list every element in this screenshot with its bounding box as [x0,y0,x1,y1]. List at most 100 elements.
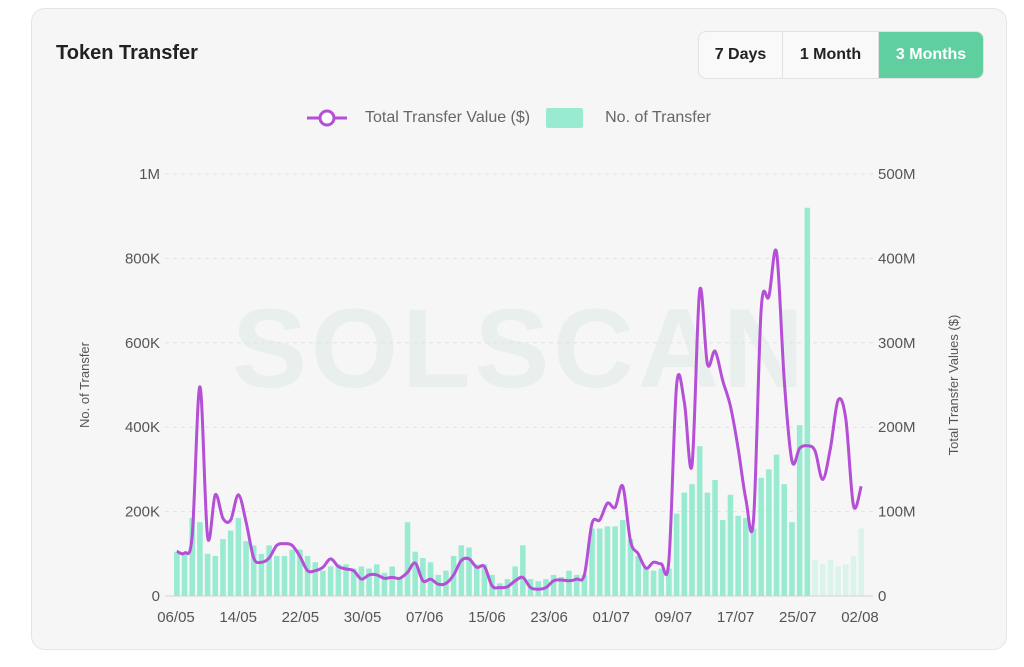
bar[interactable] [366,568,372,596]
bar[interactable] [796,425,803,596]
bar[interactable] [520,545,526,596]
bar[interactable] [573,574,580,596]
bar[interactable] [666,568,672,596]
bar[interactable] [381,572,388,596]
x-tick-label: 06/05 [157,609,195,626]
bar[interactable] [581,574,588,596]
bar[interactable] [596,528,603,596]
bar[interactable] [404,522,411,596]
card-title: Token Transfer [56,42,198,64]
bar[interactable] [727,494,734,596]
bar[interactable] [743,517,749,596]
line-series-transfer-value [176,248,863,591]
bar[interactable] [627,539,634,596]
range-3-months-button[interactable]: 3 Months [879,32,983,78]
bar[interactable] [466,547,472,596]
bar[interactable] [773,454,780,596]
bar[interactable] [673,513,680,596]
right-tick-label: 100M [878,504,916,521]
bar[interactable] [243,541,249,596]
legend-label-transfer-value: Total Transfer Value ($) [365,109,531,126]
bar[interactable] [819,564,826,596]
bar[interactable] [681,492,688,596]
bar[interactable] [350,568,357,596]
bar[interactable] [312,562,319,596]
bar[interactable] [304,555,311,596]
legend-item-transfer-count[interactable]: No. of Transfer [530,108,711,128]
bar[interactable] [604,526,611,596]
bar[interactable] [197,522,203,596]
bar[interactable] [220,539,226,596]
line-series-marker-icon [307,109,347,127]
time-range-selector: 7 Days 1 Month 3 Months [698,31,984,79]
bar[interactable] [781,484,788,596]
bar[interactable] [343,564,349,596]
bar[interactable] [235,517,242,596]
right-tick-label: 200M [878,419,916,436]
x-axis-ticks: 06/05 14/05 22/05 30/05 07/06 15/06 23/06 01/07… [157,609,879,626]
bar[interactable] [181,553,188,596]
legend-item-transfer-value[interactable]: Total Transfer Value ($) [307,107,530,129]
bar[interactable] [458,545,465,596]
bar[interactable] [212,555,219,596]
bar[interactable] [804,207,811,596]
left-tick-label: 400K [125,419,160,436]
bar[interactable] [558,577,565,596]
bar[interactable] [835,566,841,596]
bar[interactable] [373,564,380,596]
bar[interactable] [289,549,295,596]
bar[interactable] [274,555,280,596]
bar[interactable] [696,446,703,596]
bar[interactable] [658,568,665,596]
bar[interactable] [650,570,657,596]
bar[interactable] [758,477,764,596]
bar[interactable] [335,564,342,596]
bar[interactable] [550,574,557,596]
left-tick-label: 0 [152,588,160,605]
bar[interactable] [473,564,480,596]
solscan-watermark: SOLSCAN [232,286,804,411]
bar[interactable] [481,564,488,596]
bar[interactable] [420,558,426,596]
bar[interactable] [843,564,849,596]
bar[interactable] [397,577,403,596]
range-7-days-button[interactable]: 7 Days [699,32,783,78]
bar[interactable] [689,484,695,596]
bar[interactable] [389,566,395,596]
right-tick-label: 300M [878,335,916,352]
bar[interactable] [643,566,649,596]
bar[interactable] [227,530,234,596]
bar[interactable] [266,545,272,596]
bar[interactable] [766,469,772,596]
bar[interactable] [612,526,618,596]
x-tick-label: 25/07 [779,609,817,626]
bar[interactable] [281,555,288,596]
bar[interactable] [827,560,834,596]
bar[interactable] [250,545,257,596]
bar[interactable] [858,528,864,596]
bar[interactable] [358,566,365,596]
bar[interactable] [735,515,741,596]
bar[interactable] [704,492,711,596]
bar[interactable] [750,528,757,596]
bar[interactable] [497,583,503,596]
bar[interactable] [812,560,818,596]
bar[interactable] [327,566,334,596]
bar[interactable] [189,517,195,596]
bar[interactable] [589,528,595,596]
range-1-month-button[interactable]: 1 Month [783,32,879,78]
x-tick-label: 01/07 [592,609,630,626]
bar[interactable] [712,479,718,596]
bar[interactable] [204,553,211,596]
bar[interactable] [412,551,418,596]
bar[interactable] [635,555,641,596]
bar[interactable] [789,522,795,596]
bar[interactable] [620,520,626,596]
bar[interactable] [297,549,303,596]
bar[interactable] [174,551,180,596]
bar[interactable] [719,520,726,596]
bar[interactable] [850,555,857,596]
bar[interactable] [566,570,572,596]
bar[interactable] [320,570,326,596]
bar[interactable] [258,553,265,596]
